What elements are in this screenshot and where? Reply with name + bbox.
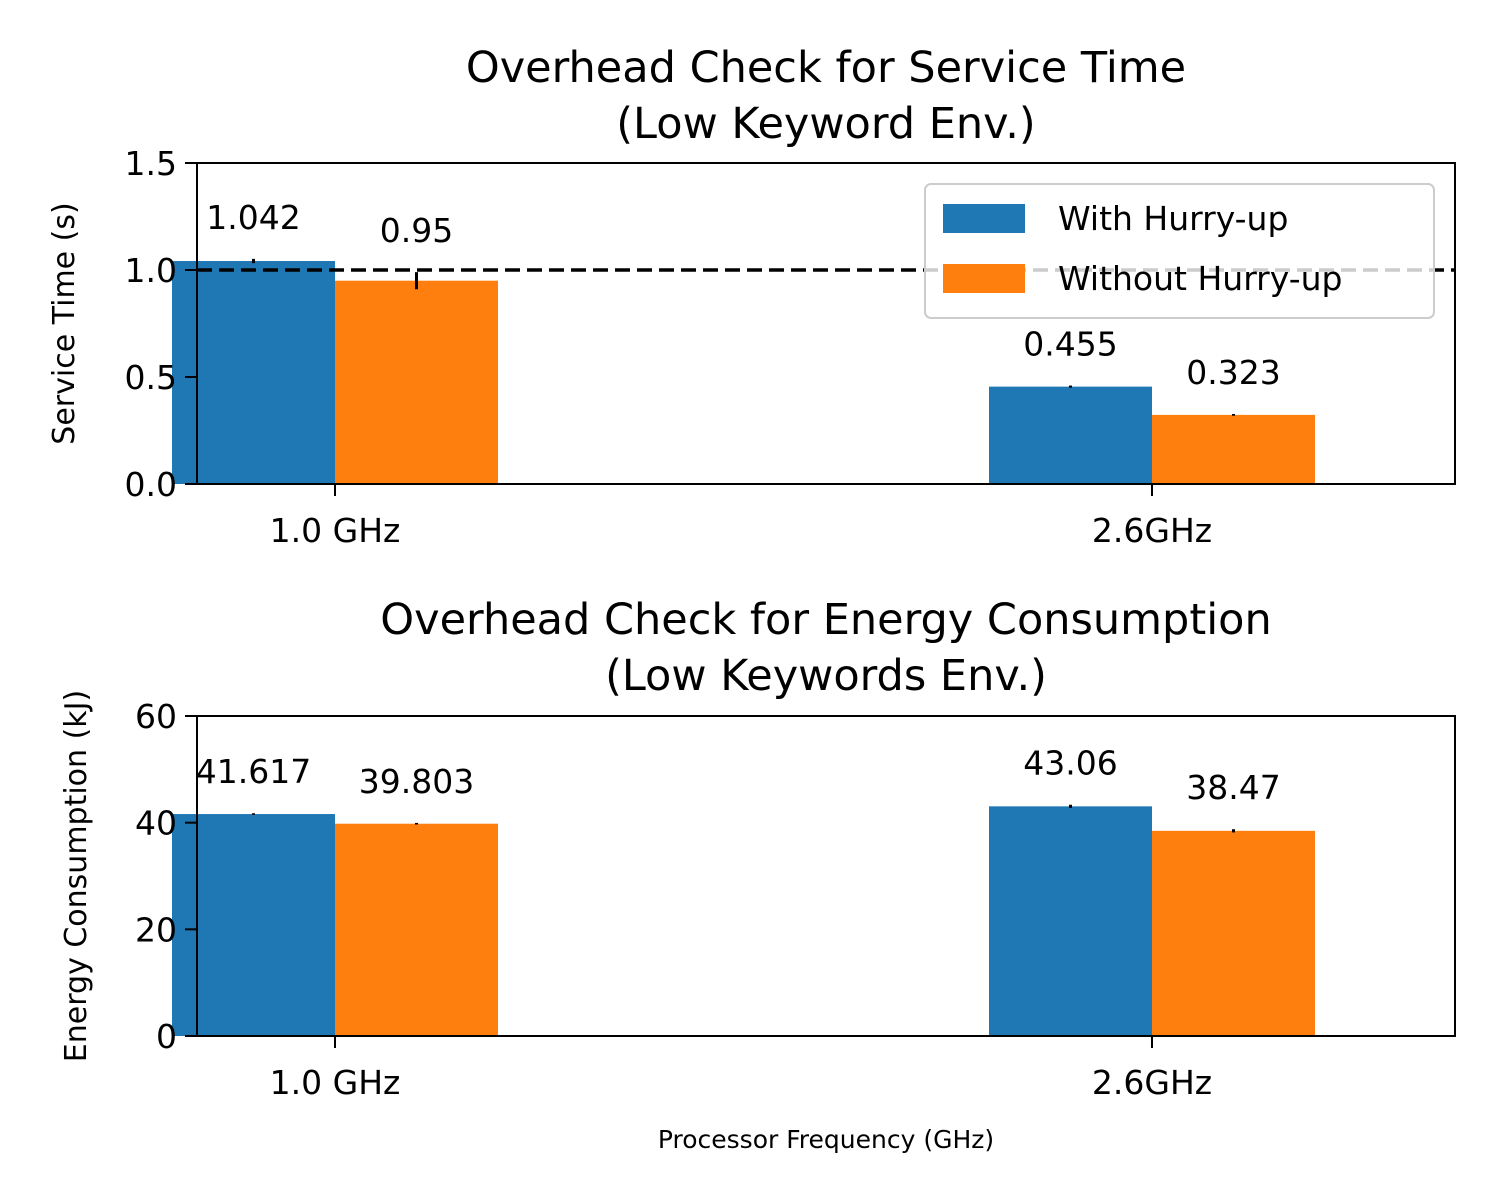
plot-frame	[196, 715, 1456, 1037]
legend-box	[924, 183, 1435, 319]
x-tick-label: 1.0 GHz	[270, 511, 401, 550]
y-tick-label: 1.0	[125, 251, 177, 290]
chart-1: Overhead Check for Service Time (Low Keyw…	[47, 43, 1456, 550]
chart-title-line-1: Overhead Check for Energy Consumption	[380, 595, 1271, 645]
bar-without-1	[335, 823, 498, 1036]
value-label: 38.47	[1186, 768, 1280, 807]
legend-swatch-without	[943, 264, 1025, 293]
value-label: 1.042	[206, 198, 300, 237]
bar-without-1	[335, 280, 498, 484]
legend: With Hurry-up Without Hurry-up	[924, 183, 1435, 319]
y-tick-label: 60	[135, 697, 177, 736]
bar-with-1	[172, 261, 335, 484]
chart-title-line-1: Overhead Check for Service Time	[466, 43, 1186, 93]
legend-swatch-with	[943, 204, 1025, 233]
legend-label: Without Hurry-up	[1058, 259, 1342, 298]
chart-title-line-2: (Low Keywords Env.)	[605, 651, 1047, 701]
y-tick-label: 0.0	[125, 465, 177, 504]
y-tick-label: 20	[135, 910, 177, 949]
y-tick-label: 1.5	[125, 144, 177, 183]
y-tick-label: 0	[156, 1017, 177, 1056]
bar-with-1	[172, 814, 335, 1036]
value-label: 43.06	[1023, 744, 1117, 783]
x-tick-label: 2.6GHz	[1092, 511, 1212, 550]
y-tick-label: 40	[135, 804, 177, 843]
x-tick-label: 1.0 GHz	[270, 1063, 401, 1102]
bar-with-2	[989, 806, 1152, 1036]
bar-without-2	[1152, 414, 1315, 484]
value-label: 0.455	[1023, 325, 1117, 364]
bar-without-2	[1152, 830, 1315, 1036]
legend-label: With Hurry-up	[1058, 199, 1288, 238]
plot-frame	[196, 162, 1456, 485]
x-tick-label: 2.6GHz	[1092, 1063, 1212, 1102]
y-axis-label: Energy Consumption (kJ)	[59, 690, 94, 1062]
value-label: 39.803	[359, 762, 474, 801]
bar-with-2	[989, 386, 1152, 484]
chart-title-line-2: (Low Keyword Env.)	[616, 99, 1035, 149]
value-label: 0.95	[380, 211, 453, 250]
x-axis-label: Processor Frequency (GHz)	[658, 1125, 994, 1154]
value-label: 41.617	[196, 752, 311, 791]
value-label: 0.323	[1186, 353, 1280, 392]
chart-2: Overhead Check for Energy Consumption (Lo…	[59, 595, 1456, 1102]
y-tick-label: 0.5	[125, 358, 177, 397]
y-axis-label: Service Time (s)	[47, 202, 82, 444]
